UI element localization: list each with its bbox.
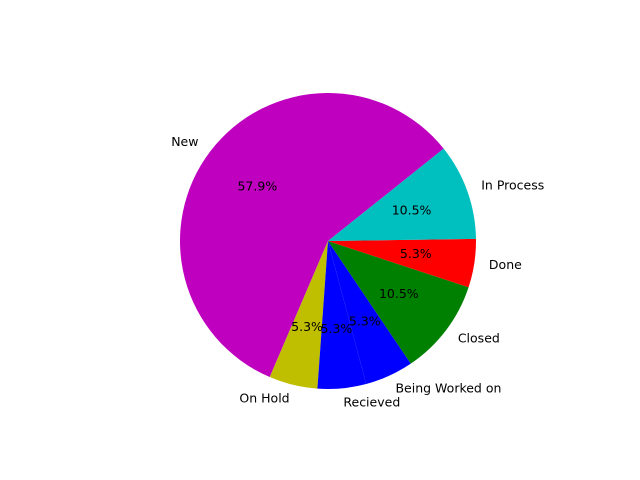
pie-slices xyxy=(179,92,476,390)
pie-labels: New 57.9% On Hold 5.3% Recieved 5.3% Being Wor… xyxy=(171,134,544,410)
pie-slice-on-hold xyxy=(269,241,328,389)
slice-label-in-process: In Process xyxy=(481,178,544,193)
pct-label-new: 57.9% xyxy=(237,179,277,194)
pie-slice-being-worked-on xyxy=(328,241,411,384)
pie-slice-in-process xyxy=(328,148,476,241)
slice-label-new: New xyxy=(171,134,198,149)
pct-label-closed: 10.5% xyxy=(379,286,419,301)
slice-label-closed: Closed xyxy=(458,331,500,346)
slice-label-being-worked-on: Being Worked on xyxy=(395,381,501,396)
pct-label-recieved: 5.3% xyxy=(321,321,353,336)
slice-label-recieved: Recieved xyxy=(343,395,400,410)
pie-slice-done xyxy=(328,238,476,288)
pct-label-being-worked-on: 5.3% xyxy=(349,313,381,328)
pie-slice-new xyxy=(179,92,444,378)
slice-label-on-hold: On Hold xyxy=(239,391,289,406)
pie-slice-recieved xyxy=(317,241,367,390)
pie-slice-closed xyxy=(328,241,469,364)
pct-label-done: 5.3% xyxy=(400,246,432,261)
pct-label-on-hold: 5.3% xyxy=(291,319,323,334)
slice-label-done: Done xyxy=(489,257,522,272)
pct-label-in-process: 10.5% xyxy=(392,203,432,218)
